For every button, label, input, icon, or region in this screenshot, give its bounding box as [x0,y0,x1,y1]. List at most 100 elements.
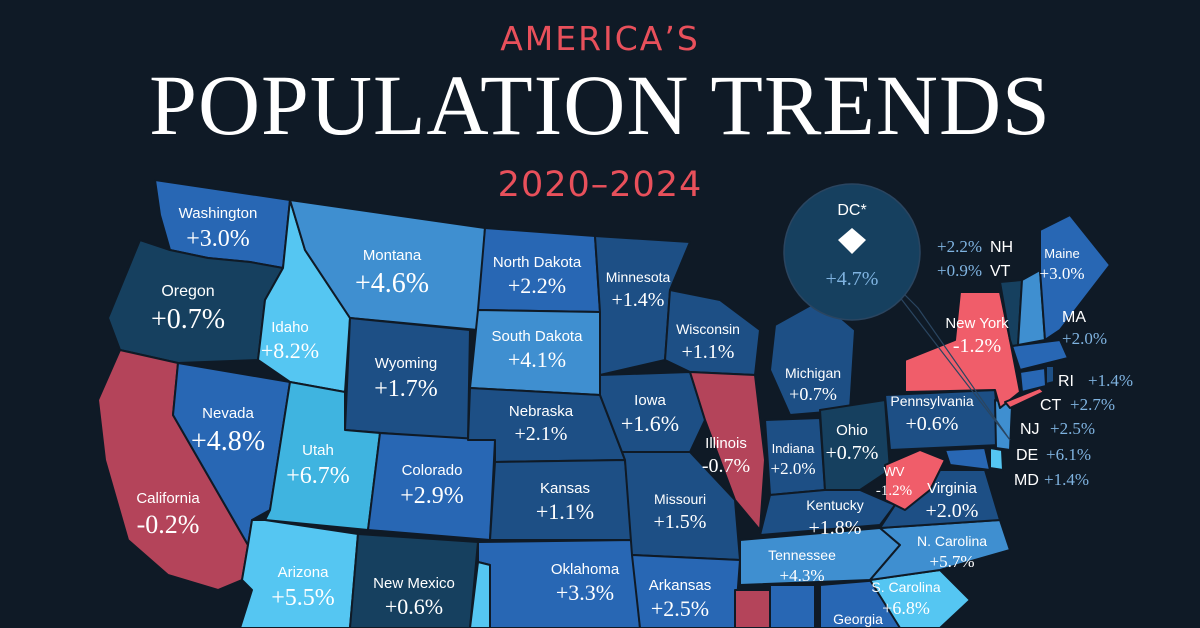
state-name: Michigan [785,365,841,381]
state-value: -1.2% [953,335,1001,357]
side-label-name: MD [1014,472,1039,489]
state-value: +3.0% [186,226,250,252]
side-label-value: +2.2% [937,237,982,256]
state-maryland [944,447,991,471]
state-name: California [136,490,200,507]
state-value: +2.0% [771,459,816,478]
state-value: +4.3% [780,566,825,585]
state-name: Idaho [271,319,309,336]
side-label-value: +2.0% [1062,329,1107,348]
side-label-value: +6.1% [1046,445,1091,464]
state-rhode-island [1045,365,1055,385]
state-name: Utah [302,442,334,459]
side-label-name: VT [990,263,1011,280]
state-vermont [999,279,1023,347]
state-new-mexico [349,533,479,628]
state-value: +1.8% [809,517,862,539]
state-value: +8.2% [261,338,319,363]
state-value: +2.1% [515,423,568,445]
dc-callout-name: DC* [837,202,866,219]
state-name: Pennsylvania [890,393,973,409]
state-name: Arizona [278,564,330,581]
side-label-value: +1.4% [1088,371,1133,390]
state-value: +1.4% [612,289,665,311]
header-years: 2020–2024 [498,165,703,205]
state-name: Wyoming [375,355,437,372]
side-label-value: +2.7% [1070,395,1115,414]
state-delaware [989,447,1004,471]
state-label-new-mexico: New Mexico +0.6% [373,575,455,619]
state-label-minnesota: Minnesota +1.4% [606,269,671,311]
state-label-wyoming: Wyoming +1.7% [374,355,438,402]
state-value: +4.1% [508,347,566,372]
state-label-tennessee: Tennessee +4.3% [768,547,836,585]
state-name: Colorado [402,462,463,479]
state-name: Indiana [772,441,815,456]
state-label-virginia: Virginia +2.0% [926,480,979,522]
state-label-montana: Montana +4.6% [355,247,429,299]
state-value: -0.2% [137,510,200,539]
state-value: +2.2% [508,273,566,298]
state-name: Nebraska [509,403,574,420]
side-label-name: DE [1016,447,1038,464]
side-label-name: NH [990,239,1013,256]
state-name: WV [884,464,905,479]
state-label-arkansas: Arkansas +2.5% [649,577,712,621]
state-name: Arkansas [649,577,712,594]
state-name: Wisconsin [676,321,740,337]
state-label-west-virginia: WV -1.2% [876,464,912,499]
side-label-ri: RI +1.4% [1058,371,1133,390]
side-label-name: RI [1058,373,1074,390]
state-value: +1.1% [682,341,735,363]
state-label-missouri: Missouri +1.5% [654,491,707,533]
state-label-nevada: Nevada +4.8% [191,405,265,457]
side-label-name: NJ [1020,421,1040,438]
state-name: Tennessee [768,547,836,563]
state-label-kansas: Kansas +1.1% [536,480,594,524]
state-value: +0.6% [385,594,443,619]
state-new-york [904,291,1021,409]
state-label-michigan: Michigan +0.7% [785,365,841,404]
state-value: +2.0% [926,500,979,522]
side-label-nh: NH +2.2% [937,237,1013,256]
state-label-oregon: Oregon +0.7% [151,283,225,335]
header-kicker: AMERICA’S [500,19,700,58]
state-value: +0.7% [151,304,225,335]
state-label-south-dakota: South Dakota +4.1% [492,328,584,372]
state-value: +6.7% [286,463,350,489]
side-label-ma: MA +2.0% [1062,309,1107,348]
state-value: -0.7% [702,455,750,477]
state-name: Oklahoma [551,561,620,578]
state-label-iowa: Iowa +1.6% [621,392,679,436]
state-value: +3.0% [1040,264,1085,283]
state-name: Ohio [836,422,868,439]
state-illinois [689,371,766,531]
state-label-kentucky: Kentucky +1.8% [806,497,864,539]
header-title: POPULATION TRENDS [149,57,1051,153]
state-label-south-carolina: S. Carolina +6.8% [871,579,940,618]
side-label-value: +0.9% [937,261,982,280]
state-louisiana [734,589,771,628]
state-label-wisconsin: Wisconsin +1.1% [676,321,740,363]
state-label-nebraska: Nebraska +2.1% [509,403,574,445]
state-name: Montana [363,247,422,264]
state-name: Washington [179,205,258,222]
state-name: North Dakota [493,254,582,271]
side-label-value: +1.4% [1044,470,1089,489]
state-name: New York [945,315,1009,332]
state-label-indiana: Indiana +2.0% [771,441,816,478]
state-label-arizona: Arizona +5.5% [271,564,335,611]
state-label-california: California -0.2% [136,490,200,539]
state-value: +2.5% [651,596,709,621]
state-value: +5.7% [930,552,975,571]
side-label-nj: NJ +2.5% [1020,419,1095,438]
state-value: +3.3% [556,580,614,605]
state-massachusetts [1011,339,1069,371]
state-name: S. Carolina [871,579,940,595]
state-value: +0.7% [826,442,879,464]
state-label-utah: Utah +6.7% [286,442,350,489]
state-name: Illinois [705,435,747,452]
state-name: New Mexico [373,575,455,592]
state-label-idaho: Idaho +8.2% [261,319,319,363]
